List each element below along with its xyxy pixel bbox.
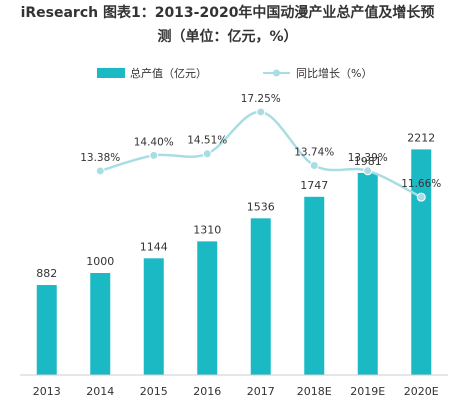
growth-label-2018E: 13.74%	[294, 146, 334, 158]
growth-point-2020E	[416, 192, 426, 202]
x-tick-2016: 2016	[193, 385, 221, 398]
growth-label-2019E: 13.39%	[348, 152, 388, 164]
bar-2020E	[411, 149, 432, 375]
bar-2016	[197, 241, 218, 375]
bar-series: 882 1000 1144 1310 1536 1747 1981 2212	[36, 131, 435, 375]
legend: 总产值（亿元） 同比增长（%）	[97, 66, 372, 80]
growth-point-2018E	[309, 160, 319, 170]
bar-label-2020E: 2212	[407, 131, 435, 144]
growth-point-2019E	[363, 166, 373, 176]
x-tick-2019E: 2019E	[350, 385, 385, 398]
bar-label-2018E: 1747	[300, 179, 328, 192]
bar-label-2017: 1536	[247, 200, 275, 213]
legend-line-marker	[273, 69, 280, 77]
growth-label-2017: 17.25%	[241, 93, 281, 105]
growth-line-series: 13.38% 14.40% 14.51% 17.25% 13.74% 13.39% 11.6…	[80, 93, 441, 202]
x-tick-2013: 2013	[33, 385, 61, 398]
growth-label-2016: 14.51%	[187, 135, 227, 147]
chart-title-line1: iResearch 图表1：2013-2020年中国动漫产业总产值及增长预	[20, 5, 435, 21]
bar-label-2015: 1144	[140, 240, 168, 253]
bar-label-2013: 882	[36, 267, 57, 280]
chart-title-line2: 测（单位：亿元，%）	[157, 29, 298, 45]
legend-line-label: 同比增长（%）	[296, 66, 372, 80]
growth-point-2016	[202, 149, 212, 159]
x-axis-ticks: 2013 2014 2015 2016 2017 2018E 2019E 2020E	[33, 385, 439, 398]
chart-title: iResearch 图表1：2013-2020年中国动漫产业总产值及增长预 测（…	[0, 0, 455, 48]
bar-2014	[90, 273, 111, 375]
x-tick-2020E: 2020E	[404, 385, 439, 398]
growth-point-2017	[256, 107, 266, 117]
bar-2015	[143, 258, 164, 375]
growth-label-2020E: 11.66%	[401, 178, 441, 190]
bar-2019E	[357, 172, 378, 375]
legend-bar-label: 总产值（亿元）	[130, 66, 207, 80]
bar-2018E	[304, 196, 325, 375]
bar-2017	[250, 218, 271, 375]
x-tick-2015: 2015	[140, 385, 168, 398]
bar-label-2014: 1000	[86, 255, 114, 268]
bar-label-2019E: 1981	[354, 155, 382, 168]
legend-bar-swatch	[97, 68, 125, 78]
bar-2013	[36, 285, 57, 375]
growth-point-2015	[149, 150, 159, 160]
bar-label-2016: 1310	[193, 223, 221, 236]
growth-point-2014	[95, 166, 105, 176]
growth-label-2015: 14.40%	[134, 136, 174, 148]
x-tick-2014: 2014	[86, 385, 114, 398]
growth-label-2014: 13.38%	[80, 152, 120, 164]
x-tick-2018E: 2018E	[297, 385, 332, 398]
x-tick-2017: 2017	[247, 385, 275, 398]
